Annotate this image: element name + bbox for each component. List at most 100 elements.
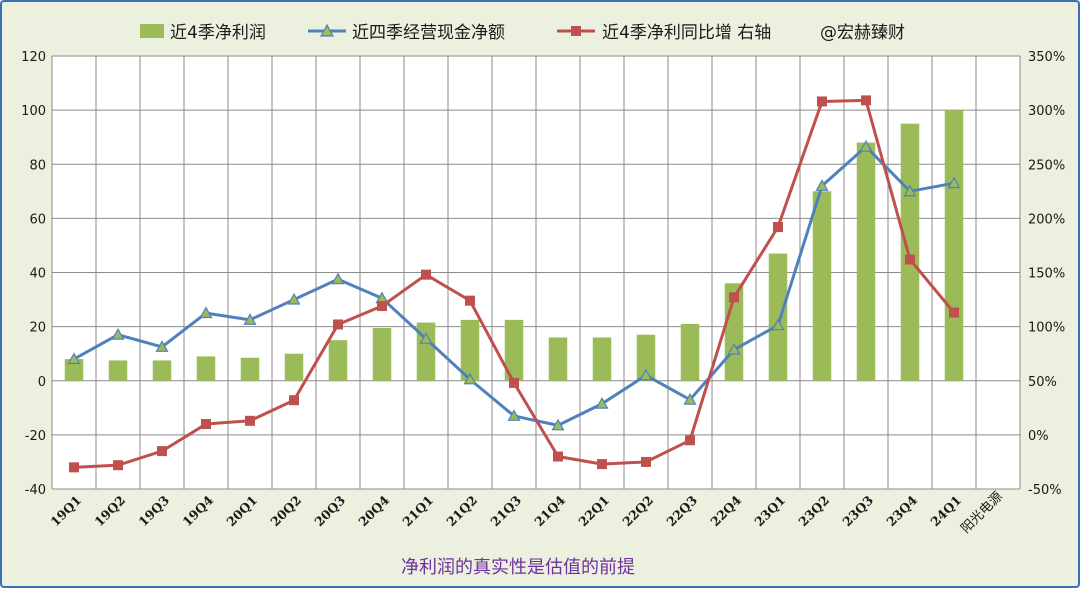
yoy-growth-point-23Q4 bbox=[905, 254, 915, 265]
left-tick-label: 100 bbox=[21, 104, 46, 119]
cash-flow-point-21Q3 bbox=[507, 409, 521, 421]
right-tick-label: 350% bbox=[1028, 50, 1065, 65]
chart-footer-caption: 净利润的真实性是估值的前提 bbox=[401, 557, 635, 578]
yoy-growth-point-22Q2 bbox=[641, 456, 651, 467]
bar-20Q3 bbox=[328, 340, 348, 381]
legend-label-cash-flow: 近四季经营现金净额 bbox=[352, 23, 505, 43]
yoy-growth-point-19Q3 bbox=[157, 446, 167, 457]
yoy-growth-point-24Q1 bbox=[949, 307, 959, 318]
bar-19Q3 bbox=[152, 360, 172, 381]
x-axis-ticks: 19Q1 19Q2 19Q3 19Q4 20Q1 20Q2 20Q3 20Q4 21Q1 21Q2… bbox=[47, 492, 964, 529]
bar-19Q1 bbox=[64, 359, 84, 381]
legend-label-yoy-growth: 近4季净利同比增 右轴 bbox=[602, 23, 771, 43]
legend-label-net-profit: 近4季净利润 bbox=[170, 23, 266, 43]
bar-21Q3 bbox=[504, 319, 524, 381]
left-tick-label: 0 bbox=[38, 375, 46, 390]
cash-flow-point-22Q1 bbox=[595, 397, 609, 409]
cash-flow-point-19Q4 bbox=[199, 306, 213, 319]
bar-24Q1 bbox=[944, 110, 964, 381]
bar-22Q3 bbox=[680, 323, 700, 381]
yoy-growth-point-21Q3 bbox=[509, 377, 519, 388]
bar-21Q2 bbox=[460, 319, 480, 381]
bar-22Q2 bbox=[636, 334, 656, 381]
x-tick-label: 24Q1 bbox=[927, 493, 964, 530]
line-series bbox=[67, 95, 961, 473]
right-tick-label: 100% bbox=[1028, 321, 1065, 336]
cash-flow-point-21Q1 bbox=[419, 332, 433, 344]
x-tick-label: 21Q4 bbox=[531, 492, 568, 529]
cash-flow-point-23Q4 bbox=[903, 184, 917, 197]
cash-flow-point-22Q4 bbox=[727, 342, 741, 355]
legend: 近4季净利润 近四季经营现金净额 近4季净利同比增 右轴 @宏赫臻财 bbox=[140, 23, 905, 43]
x-tick-label: 22Q3 bbox=[663, 493, 700, 530]
cash-flow-point-19Q1 bbox=[67, 352, 81, 365]
cash-flow-point-23Q2 bbox=[815, 179, 829, 191]
x-tick-label: 20Q2 bbox=[267, 493, 304, 530]
x-tick-label: 22Q2 bbox=[619, 493, 656, 530]
cash-flow-point-20Q2 bbox=[287, 292, 301, 305]
yoy-growth-point-19Q4 bbox=[201, 419, 211, 430]
bar-20Q4 bbox=[372, 327, 392, 381]
yoy-growth-point-21Q4 bbox=[553, 451, 563, 462]
left-tick-label: -20 bbox=[25, 429, 46, 444]
bar-21Q4 bbox=[548, 337, 568, 381]
x-tick-label: 19Q4 bbox=[179, 492, 216, 529]
x-tick-label: 22Q1 bbox=[575, 493, 612, 530]
cash-flow-point-19Q3 bbox=[155, 340, 169, 352]
left-tick-label: 60 bbox=[29, 212, 46, 227]
yoy-growth-point-21Q2 bbox=[465, 295, 475, 306]
right-tick-label: 300% bbox=[1028, 104, 1065, 119]
cash-flow-point-20Q1 bbox=[243, 313, 257, 325]
bar-20Q1 bbox=[240, 357, 260, 381]
right-tick-label: 50% bbox=[1028, 375, 1057, 390]
yoy-growth-point-21Q1 bbox=[421, 269, 431, 280]
legend-swatch-yoy-growth bbox=[557, 26, 595, 36]
x-tick-label: 19Q2 bbox=[91, 493, 128, 530]
bar-19Q4 bbox=[196, 356, 216, 381]
right-axis-ticks: -50% 0% 50% 100% 150% 200% 250% 300% 350% bbox=[1028, 50, 1065, 498]
cash-flow-point-22Q3 bbox=[683, 392, 697, 405]
yoy-growth-point-19Q2 bbox=[113, 460, 123, 471]
bar-21Q1 bbox=[416, 322, 436, 381]
left-tick-label: 20 bbox=[29, 321, 46, 336]
right-tick-label: 0% bbox=[1028, 429, 1049, 444]
x-tick-label: 20Q1 bbox=[223, 493, 260, 530]
left-tick-label: 80 bbox=[29, 158, 46, 173]
cash-flow-point-23Q3 bbox=[859, 139, 873, 152]
x-tick-label: 19Q3 bbox=[135, 493, 172, 530]
x-tick-label: 21Q2 bbox=[443, 493, 480, 530]
bar-23Q1 bbox=[768, 253, 788, 381]
legend-swatch-net-profit bbox=[140, 24, 164, 38]
cash-flow-point-19Q2 bbox=[111, 328, 125, 340]
yoy-growth-point-19Q1 bbox=[69, 462, 79, 473]
cash-flow-point-22Q2 bbox=[639, 368, 653, 381]
legend-marker-triangle bbox=[319, 23, 335, 37]
x-tick-label: 23Q3 bbox=[839, 493, 876, 530]
bar-23Q4 bbox=[900, 123, 920, 381]
yoy-growth-point-23Q2 bbox=[817, 96, 827, 107]
bar-22Q1 bbox=[592, 337, 612, 381]
bar-23Q2 bbox=[812, 191, 832, 381]
cash-flow-point-21Q4 bbox=[551, 418, 565, 431]
bar-20Q2 bbox=[284, 353, 304, 381]
yoy-growth-point-22Q1 bbox=[597, 459, 607, 470]
bar-19Q2 bbox=[108, 360, 128, 381]
yoy-growth-point-20Q3 bbox=[333, 319, 343, 330]
left-tick-label: 40 bbox=[29, 267, 46, 282]
right-tick-label: -50% bbox=[1028, 483, 1062, 498]
left-tick-label: 120 bbox=[21, 50, 46, 65]
legend-watermark-text: @宏赫臻财 bbox=[820, 23, 905, 43]
x-tick-label: 20Q4 bbox=[355, 492, 392, 529]
left-axis-ticks: -40 -20 0 20 40 60 80 100 120 bbox=[21, 50, 46, 498]
cash-flow-point-23Q1 bbox=[771, 318, 785, 331]
cash-flow-point-21Q2 bbox=[463, 372, 477, 385]
company-annotation: 阳光电源 bbox=[958, 489, 1005, 536]
yoy-growth-point-20Q1 bbox=[245, 415, 255, 426]
legend-marker-square bbox=[571, 26, 581, 36]
yoy-growth-point-23Q3 bbox=[861, 95, 871, 106]
bar-23Q3 bbox=[856, 142, 876, 381]
x-tick-label: 22Q4 bbox=[707, 492, 744, 529]
right-tick-label: 250% bbox=[1028, 158, 1065, 173]
